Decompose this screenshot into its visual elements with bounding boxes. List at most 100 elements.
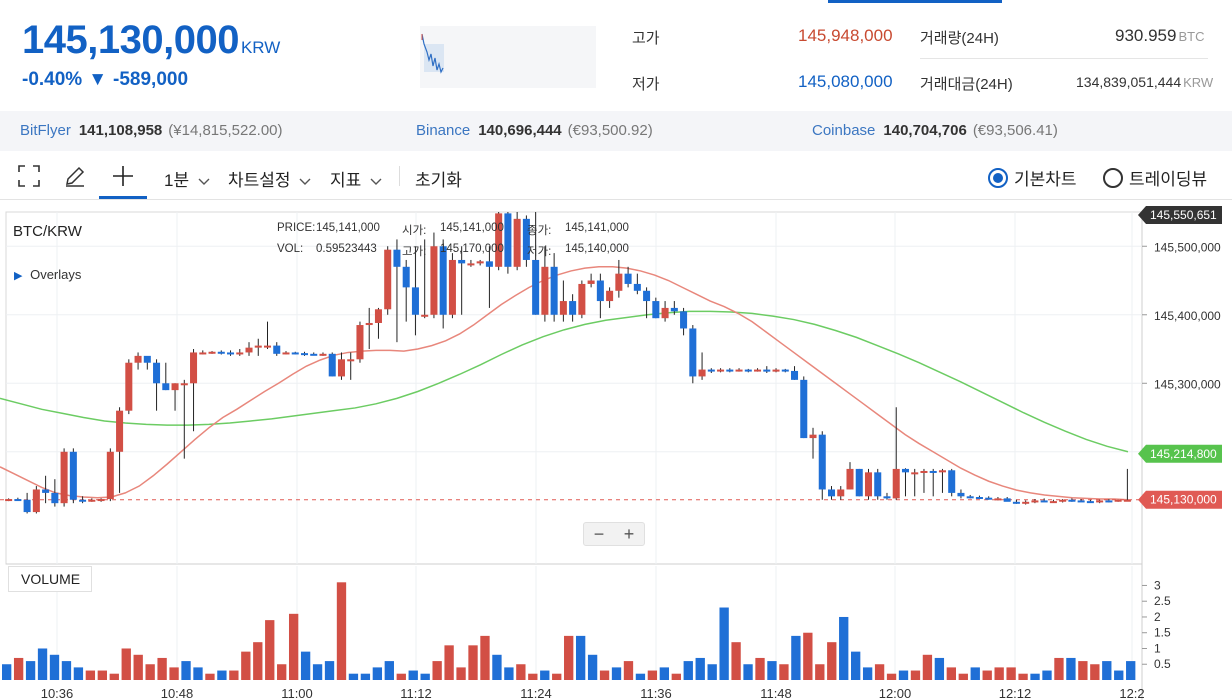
volume-bar	[827, 642, 837, 680]
high-label: 고가	[632, 30, 660, 47]
overlays-toggle[interactable]: ▶ Overlays	[14, 267, 81, 282]
trading-view-radio[interactable]: 트레이딩뷰	[1103, 165, 1207, 190]
candle-body	[975, 497, 983, 500]
candle	[791, 366, 799, 380]
candle-body	[162, 383, 170, 391]
ohlc-close-label: 종가:	[527, 225, 552, 237]
reset-button[interactable]: 초기화	[415, 171, 462, 190]
candle	[365, 307, 373, 350]
mini-price-chart	[420, 26, 596, 88]
candle	[134, 352, 142, 370]
change-amount: -589,000	[113, 69, 189, 90]
candle-body	[827, 489, 836, 497]
indicators-label: 지표	[330, 171, 362, 190]
volume-bar	[731, 642, 741, 680]
active-tool-indicator	[99, 196, 147, 199]
volume-bar	[635, 673, 646, 680]
candle	[559, 280, 567, 322]
volume-bar	[217, 670, 227, 680]
candle-body	[448, 259, 456, 315]
time-tick-label: 11:12	[400, 686, 432, 700]
candle-body	[846, 468, 854, 490]
fullscreen-icon[interactable]	[17, 164, 41, 188]
candle-body	[88, 499, 96, 502]
volume-bar	[599, 670, 610, 680]
basic-chart-radio[interactable]: 기본차트	[988, 165, 1077, 190]
volume-bar	[432, 661, 442, 680]
exchange-bitflyer[interactable]: BitFlyer 141,108,958 (¥14,815,522.00)	[20, 122, 283, 139]
volume-bar	[480, 635, 490, 680]
candle-body	[393, 249, 401, 267]
candle-body	[744, 369, 752, 372]
candle	[393, 239, 401, 343]
pencil-icon[interactable]	[63, 164, 87, 188]
candle	[88, 498, 96, 502]
candle	[384, 246, 392, 315]
candle-body	[522, 218, 530, 260]
candle-body	[754, 369, 762, 372]
volume-bar	[145, 664, 155, 680]
toolbar-divider	[399, 166, 400, 186]
candle-body	[735, 369, 743, 372]
volume-bar	[922, 654, 933, 680]
candle-body	[300, 353, 309, 356]
volume-bar	[862, 667, 873, 680]
exchange-binance[interactable]: Binance 140,696,444 (€93,500.92)	[416, 122, 653, 139]
chart-settings-menu[interactable]: 차트설정	[228, 166, 311, 191]
candle-body	[1003, 498, 1011, 502]
volume-24h: 930.959 BTC	[1115, 26, 1204, 46]
candle	[837, 486, 845, 500]
candle	[883, 492, 891, 500]
ma-short-line	[0, 266, 1129, 501]
candle	[402, 259, 410, 322]
price-chart[interactable]: 10:36 10:48 11:00 11:12 11:24 11:36 11:48 12:00…	[0, 200, 1232, 700]
candle	[606, 287, 614, 308]
price-value: 145,130,000	[22, 18, 239, 62]
candle-body	[883, 496, 891, 499]
candle	[633, 273, 641, 295]
candle-body	[467, 263, 475, 266]
candlestick-chart-svg[interactable]: 10:36 10:48 11:00 11:12 11:24 11:36 11:48 12:00…	[0, 200, 1232, 700]
interval-select[interactable]: 1분	[164, 166, 210, 191]
candle-body	[458, 259, 466, 264]
candle-body	[1114, 499, 1122, 502]
zoom-out-button[interactable]: −	[593, 524, 605, 544]
volume-bar	[205, 673, 215, 680]
crosshair-icon[interactable]	[111, 164, 135, 188]
candle-body	[116, 410, 124, 452]
volume-bar	[791, 635, 801, 680]
candle-body	[245, 347, 253, 353]
candle-body	[578, 283, 586, 315]
low-label: 저가	[632, 76, 660, 93]
indicators-menu[interactable]: 지표	[330, 166, 382, 191]
candle-body	[485, 261, 493, 267]
candle-body	[874, 472, 882, 497]
candle	[1096, 499, 1104, 504]
ohlc-vol: 0.59523443	[316, 243, 377, 255]
candle	[97, 498, 105, 502]
candle	[911, 468, 919, 497]
candle-body	[1096, 500, 1104, 503]
candle	[615, 259, 623, 298]
volume-bar	[300, 651, 311, 680]
candle-body	[781, 369, 789, 372]
candle-body	[504, 213, 512, 267]
exchange-coinbase[interactable]: Coinbase 140,704,706 (€93,506.41)	[812, 122, 1058, 139]
candle-body	[356, 325, 364, 360]
volume-bar	[958, 673, 968, 680]
candle	[596, 273, 604, 319]
volume-bar	[121, 648, 131, 680]
volume-bar	[348, 673, 359, 680]
exchange-price: 141,108,958	[78, 122, 163, 139]
zoom-in-button[interactable]: +	[623, 524, 635, 544]
candle	[337, 352, 345, 380]
candle	[735, 368, 743, 372]
price-currency: KRW	[240, 38, 281, 57]
volume-bar	[1042, 670, 1052, 680]
candle	[319, 352, 327, 356]
price-change: -0.40% ▼ -589,000	[22, 69, 194, 91]
candle-body	[411, 287, 419, 315]
candle	[569, 294, 577, 322]
candle	[310, 352, 318, 356]
candle-body	[1012, 501, 1020, 504]
